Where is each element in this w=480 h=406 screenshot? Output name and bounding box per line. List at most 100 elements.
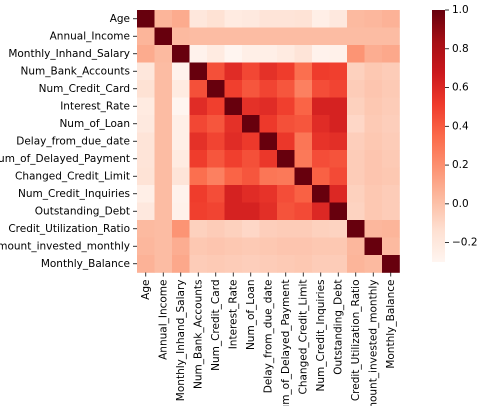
heatmap-cell <box>154 237 173 256</box>
heatmap-cell <box>224 97 243 116</box>
heatmap-cell <box>189 27 208 46</box>
heatmap-cell <box>329 80 348 98</box>
heatmap-cell <box>312 115 330 133</box>
heatmap-cell <box>207 150 225 168</box>
heatmap-cell <box>382 255 400 273</box>
heatmap-cell <box>259 202 278 221</box>
heatmap-cell <box>242 220 260 238</box>
heatmap-cell <box>242 237 260 256</box>
heatmap-cell <box>382 80 400 98</box>
colorbar-gradient <box>432 10 445 262</box>
heatmap-cell <box>347 150 365 168</box>
heatmap-cell <box>259 150 278 168</box>
heatmap-cell <box>329 167 348 186</box>
heatmap-cell <box>242 10 260 28</box>
heatmap-cell <box>277 185 295 203</box>
heatmap-cell <box>364 255 383 273</box>
heatmap-cell <box>172 237 190 256</box>
heatmap-cell <box>294 97 313 116</box>
heatmap-cell <box>259 80 278 98</box>
heatmap-cell <box>347 80 365 98</box>
heatmap-cell <box>137 185 155 203</box>
heatmap-cell <box>224 185 243 203</box>
heatmap-cell <box>294 10 313 28</box>
heatmap-cell <box>277 10 295 28</box>
heatmap-cell <box>137 150 155 168</box>
heatmap-cell <box>207 10 225 28</box>
heatmap-cell <box>154 62 173 81</box>
heatmap-cell <box>312 97 330 116</box>
heatmap-cell <box>259 10 278 28</box>
heatmap-cell <box>242 132 260 151</box>
heatmap-cell <box>172 255 190 273</box>
heatmap-cell <box>189 185 208 203</box>
y-tick-label: Monthly_Balance <box>41 258 130 270</box>
heatmap-cell <box>207 62 225 81</box>
heatmap-cell <box>172 185 190 203</box>
heatmap-cell <box>364 132 383 151</box>
heatmap-cell <box>172 150 190 168</box>
heatmap-cell <box>277 62 295 81</box>
heatmap-cell <box>207 80 225 98</box>
heatmap-cell <box>277 45 295 63</box>
heatmap-cell <box>329 237 348 256</box>
heatmap-cell <box>224 150 243 168</box>
heatmap-cell <box>277 80 295 98</box>
heatmap-cell <box>224 132 243 151</box>
heatmap-cell <box>277 255 295 273</box>
y-tick-label: Num_of_Delayed_Payment <box>0 153 130 165</box>
heatmap-cell <box>382 132 400 151</box>
heatmap-cell <box>242 27 260 46</box>
heatmap-cell <box>242 150 260 168</box>
heatmap-cell <box>277 115 295 133</box>
heatmap-cell <box>294 185 313 203</box>
heatmap-cell <box>259 185 278 203</box>
heatmap-cell <box>312 255 330 273</box>
y-tick-label: Changed_Credit_Limit <box>15 170 130 182</box>
heatmap-cell <box>382 27 400 46</box>
heatmap-cell <box>329 115 348 133</box>
heatmap-cell <box>137 255 155 273</box>
heatmap-cell <box>189 10 208 28</box>
heatmap-cell <box>364 97 383 116</box>
heatmap-cell <box>189 255 208 273</box>
y-tick-label: Delay_from_due_date <box>16 135 130 147</box>
heatmap-cell <box>259 45 278 63</box>
heatmap-cell <box>224 237 243 256</box>
heatmap-cell <box>242 185 260 203</box>
heatmap-cell <box>329 185 348 203</box>
x-tick-label: Annual_Income <box>157 280 169 360</box>
heatmap-cell <box>172 10 190 28</box>
heatmap-cell <box>137 97 155 116</box>
heatmap-cell <box>137 115 155 133</box>
x-tick-label: Age <box>140 280 152 300</box>
heatmap-cell <box>242 80 260 98</box>
heatmap-cell <box>172 27 190 46</box>
heatmap-cell <box>259 115 278 133</box>
heatmap-cell <box>382 62 400 81</box>
heatmap-cell <box>347 45 365 63</box>
heatmap-cell <box>154 45 173 63</box>
heatmap-cell <box>172 115 190 133</box>
x-tick-label: Monthly_Inhand_Salary <box>175 280 187 402</box>
heatmap-cell <box>277 150 295 168</box>
heatmap-cell <box>277 237 295 256</box>
heatmap-cell <box>189 62 208 81</box>
x-tick-label: Num_Credit_Card <box>210 280 222 371</box>
heatmap-cell <box>312 10 330 28</box>
heatmap-cell <box>329 202 348 221</box>
heatmap-cell <box>382 10 400 28</box>
heatmap-cell <box>259 220 278 238</box>
heatmap-cell <box>224 167 243 186</box>
heatmap-cell <box>294 220 313 238</box>
heatmap-cell <box>154 220 173 238</box>
x-tick-label: Num_Credit_Inquiries <box>315 280 327 392</box>
heatmap-cell <box>347 167 365 186</box>
heatmap-cell <box>329 150 348 168</box>
heatmap-cell <box>224 220 243 238</box>
heatmap-cell <box>154 150 173 168</box>
heatmap-cell <box>189 220 208 238</box>
heatmap-cell <box>382 185 400 203</box>
y-tick-label: Monthly_Inhand_Salary <box>8 48 130 60</box>
